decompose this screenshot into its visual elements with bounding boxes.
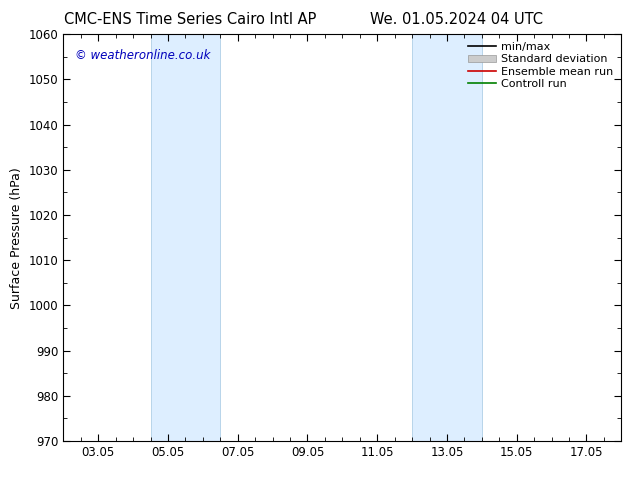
Bar [412,34,482,441]
Text: CMC-ENS Time Series Cairo Intl AP: CMC-ENS Time Series Cairo Intl AP [64,12,316,27]
Legend: min/max, Standard deviation, Ensemble mean run, Controll run: min/max, Standard deviation, Ensemble me… [466,40,616,91]
Text: We. 01.05.2024 04 UTC: We. 01.05.2024 04 UTC [370,12,543,27]
Y-axis label: Surface Pressure (hPa): Surface Pressure (hPa) [10,167,23,309]
Bar [150,34,221,441]
Text: © weatheronline.co.uk: © weatheronline.co.uk [75,49,210,62]
